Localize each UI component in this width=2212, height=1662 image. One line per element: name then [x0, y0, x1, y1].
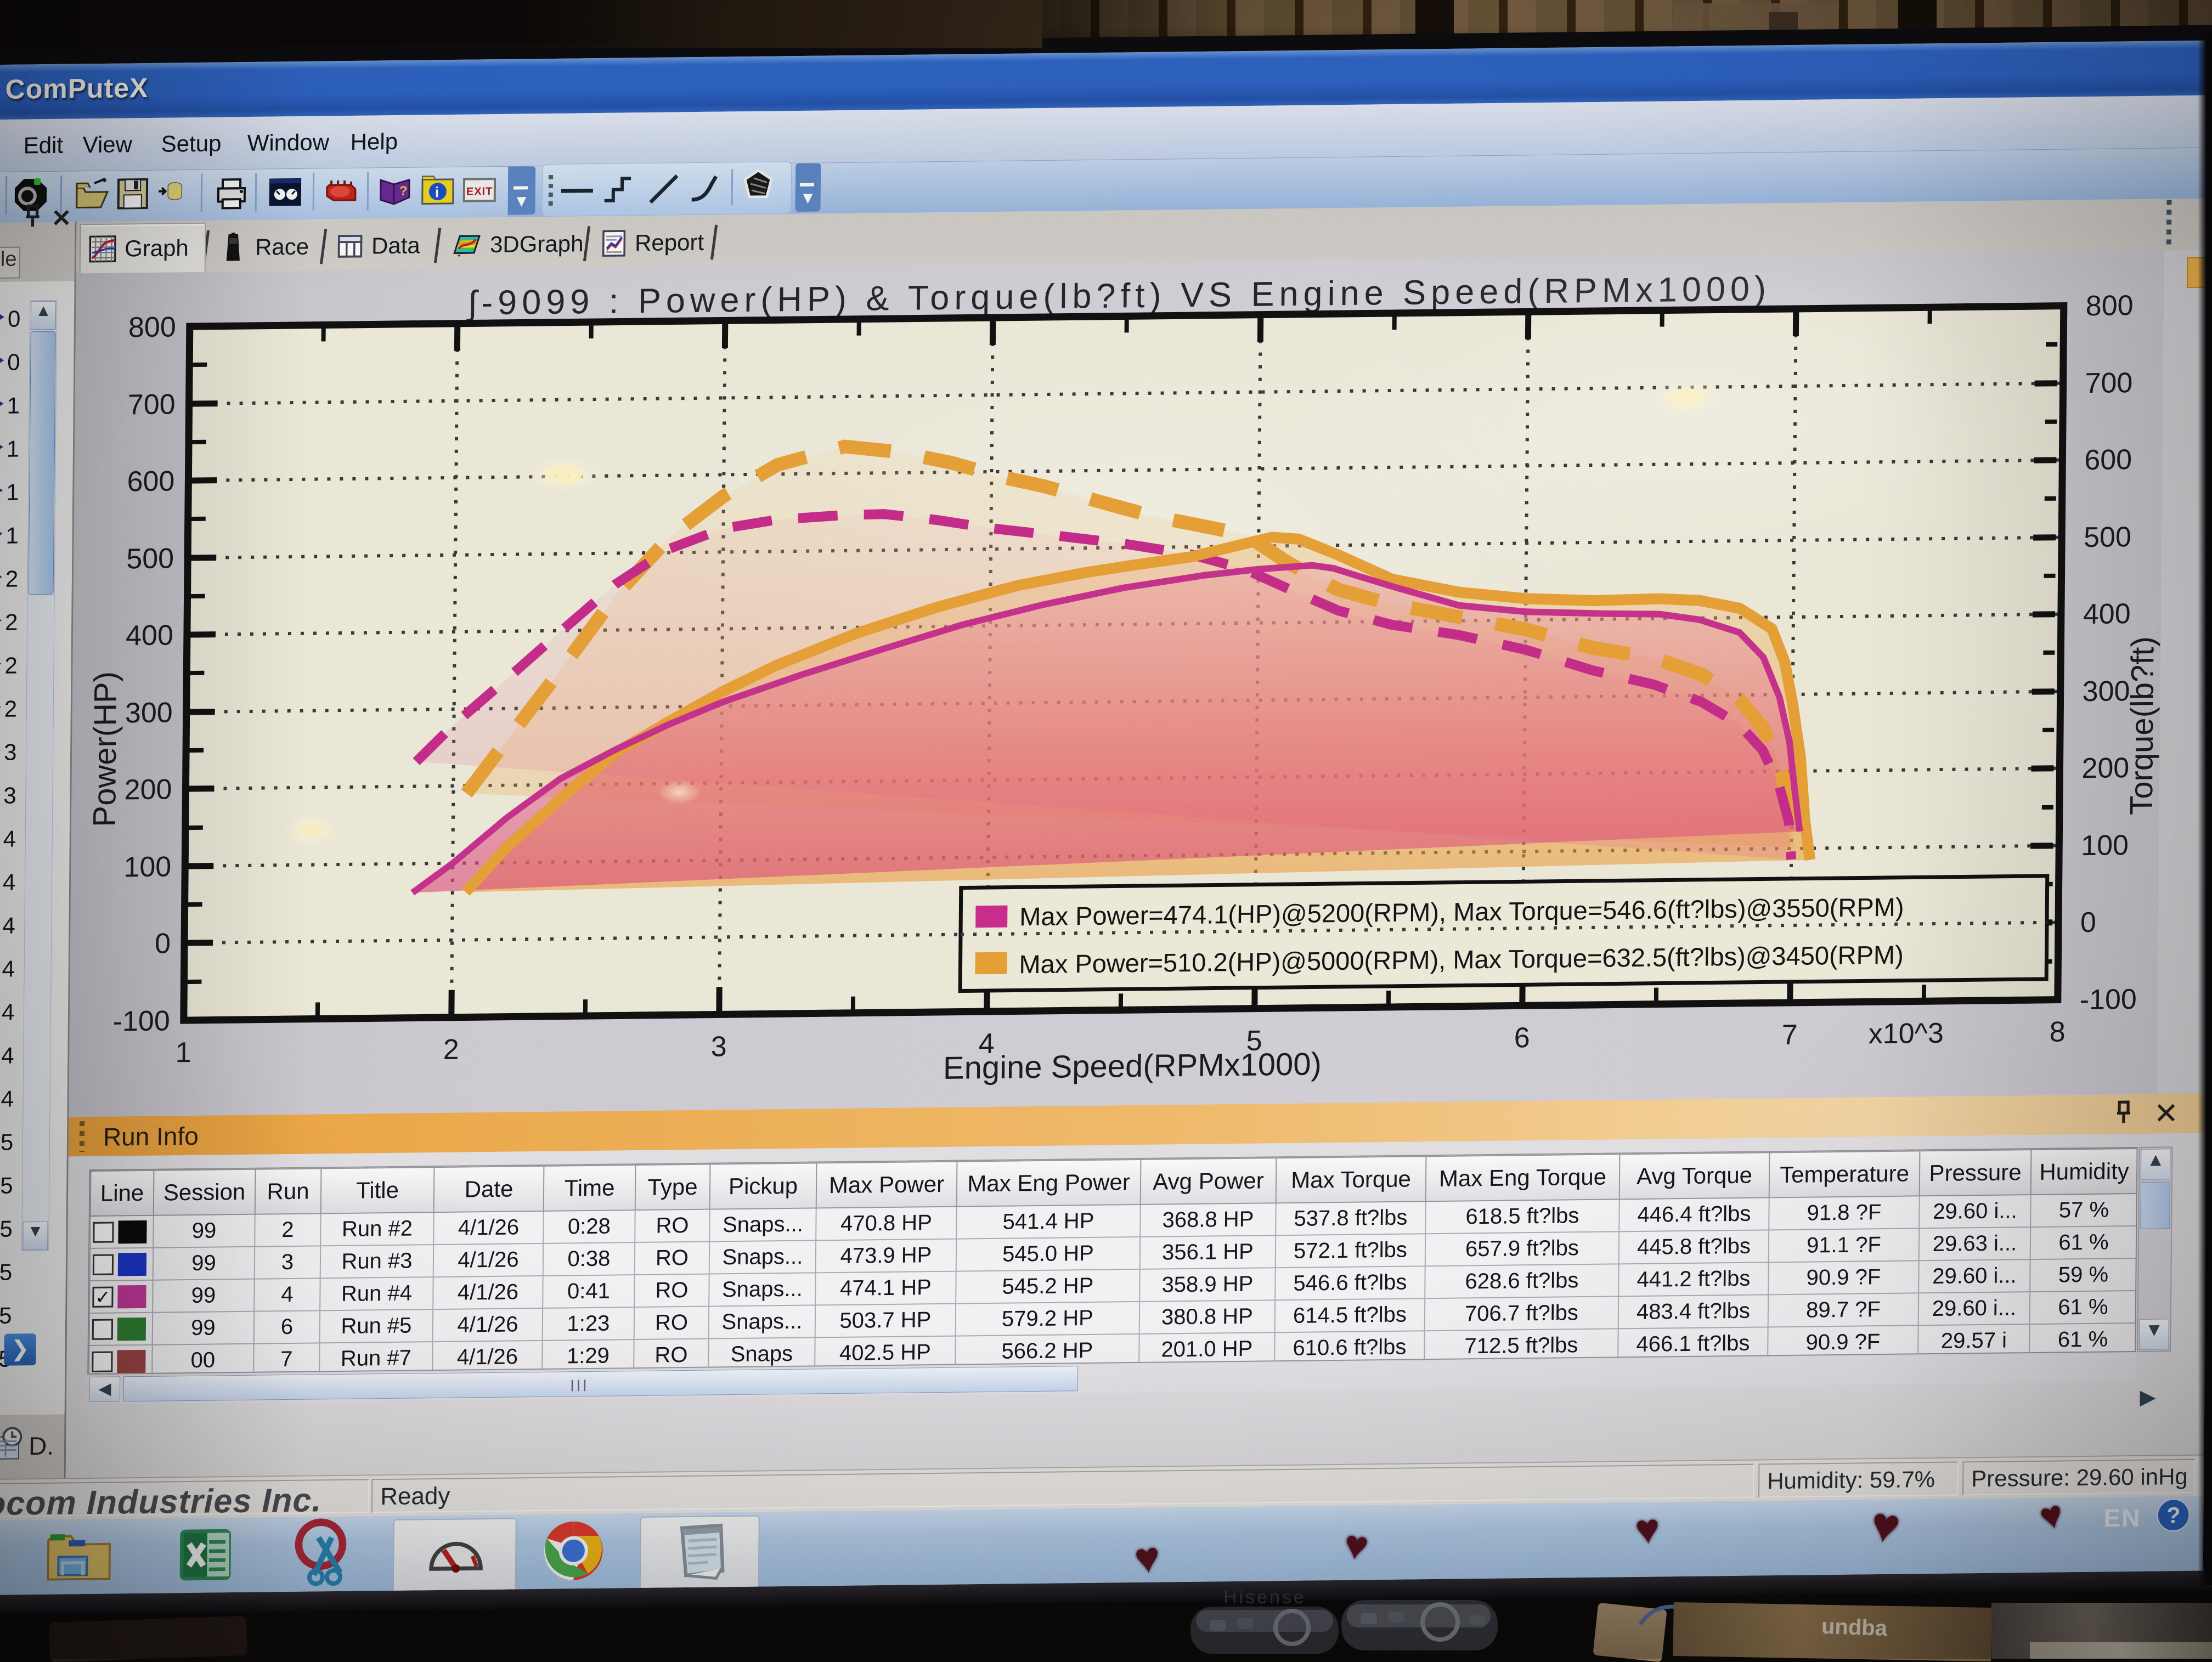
svg-text:i: i [435, 184, 439, 200]
svg-text:700: 700 [128, 388, 176, 421]
svg-text:600: 600 [2084, 444, 2132, 476]
svg-text:400: 400 [126, 619, 173, 652]
svg-text:0: 0 [155, 928, 171, 959]
svg-text:2: 2 [443, 1034, 459, 1066]
svg-text:0: 0 [2080, 907, 2096, 939]
svg-text:400: 400 [2083, 598, 2131, 630]
svg-text:800: 800 [2086, 290, 2134, 322]
svg-text:800: 800 [128, 311, 176, 343]
svg-text:3: 3 [711, 1031, 727, 1062]
svg-text:Torque(lb?ft): Torque(lb?ft) [2124, 636, 2161, 815]
svg-text:6: 6 [1514, 1022, 1530, 1054]
svg-text:500: 500 [126, 542, 174, 575]
svg-text:700: 700 [2085, 367, 2132, 399]
svg-text:EXIT: EXIT [466, 185, 493, 198]
svg-text:Engine Speed(RPMx1000): Engine Speed(RPMx1000) [943, 1046, 1322, 1086]
svg-text:Power(HP): Power(HP) [87, 671, 123, 827]
svg-text:8: 8 [2050, 1016, 2066, 1048]
svg-text:100: 100 [123, 851, 171, 883]
svg-text:1: 1 [176, 1037, 191, 1069]
svg-text:?: ? [399, 184, 408, 199]
svg-text:200: 200 [2081, 752, 2129, 784]
svg-text:-100: -100 [2080, 983, 2137, 1016]
svg-text:500: 500 [2084, 521, 2131, 553]
svg-text:7: 7 [1782, 1019, 1798, 1051]
svg-text:x10^3: x10^3 [1868, 1017, 1944, 1050]
svg-text:200: 200 [124, 773, 172, 806]
svg-text:-100: -100 [112, 1005, 170, 1037]
svg-text:?: ? [2166, 1502, 2181, 1528]
svg-text:300: 300 [2082, 675, 2130, 708]
svg-text:300: 300 [125, 697, 173, 729]
svg-text:100: 100 [2081, 829, 2129, 862]
svg-text:600: 600 [127, 465, 174, 498]
